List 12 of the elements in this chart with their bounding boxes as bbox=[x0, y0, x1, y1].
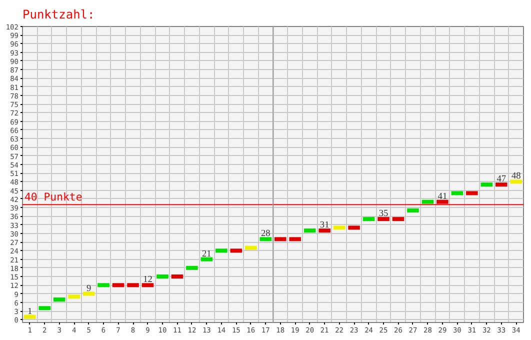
data-label: 31 bbox=[320, 220, 330, 231]
data-label: 47 bbox=[496, 174, 506, 185]
data-label: 48 bbox=[511, 172, 522, 182]
data-label: 1 bbox=[28, 306, 33, 317]
ref-line-label: 40 Punkte bbox=[24, 190, 82, 204]
data-label: 35 bbox=[378, 209, 389, 220]
data-label: 41 bbox=[438, 192, 448, 202]
data-label: 12 bbox=[143, 275, 153, 286]
data-label: 9 bbox=[86, 284, 92, 294]
chart-title: Punktzahl: bbox=[22, 8, 95, 22]
data-label: 21 bbox=[202, 249, 212, 260]
data-label: 28 bbox=[260, 229, 271, 240]
